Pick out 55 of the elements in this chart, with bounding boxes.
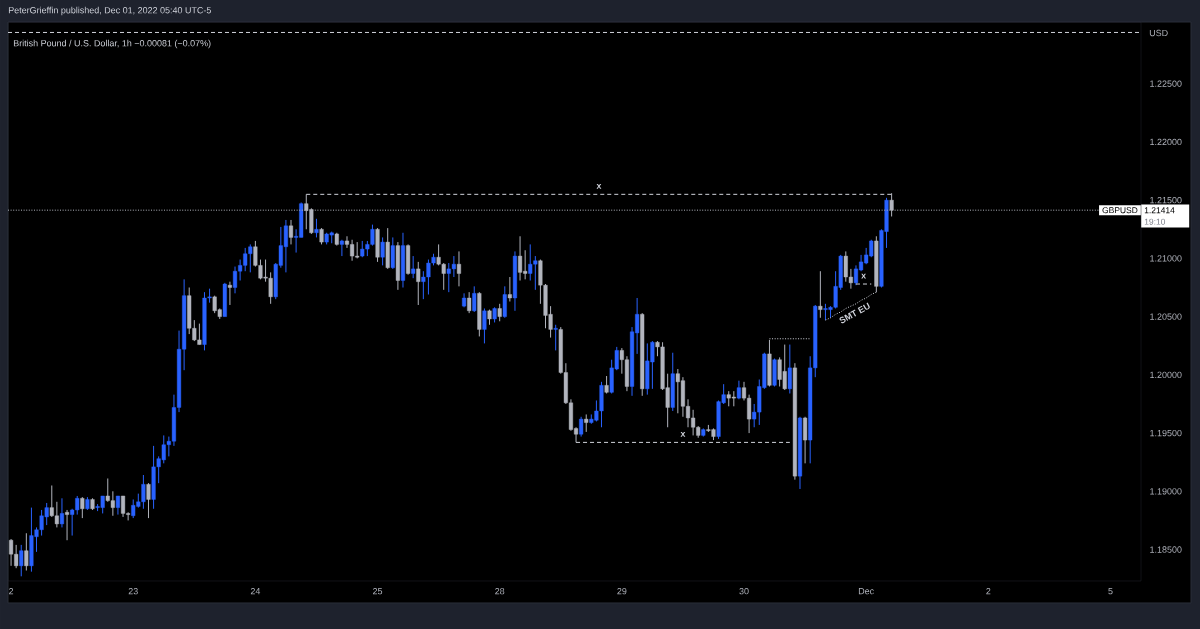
candlestick [380,236,385,266]
y-tick-label: 1.22000 [1150,138,1182,146]
series-label: x [861,273,867,279]
y-tick-label: 1.20500 [1150,313,1182,320]
text: British Pound / U.S. Dollar, 1h −0.00081 (−0.07%) [13,39,211,49]
text: 1.21414 [1144,207,1175,214]
y-tick-label: 1.20000 [1150,371,1182,379]
x-tick-label: 30 [739,588,749,595]
y-axis-title: USD [1149,29,1168,37]
candlestick [146,482,151,519]
x-tick-label: Dec [858,588,874,595]
candlestick [818,270,823,319]
x-tick-label: 2 [9,588,14,595]
series-label: x [596,183,602,189]
candlestick [411,255,416,279]
candlestick [339,239,344,257]
candlestick [115,495,120,516]
candlestick [24,532,29,571]
chart-title: PeterGrieffin published, Dec 01, 2022 05:40 UTC-5 [8,6,211,16]
candlestick [579,416,584,438]
candlestick [787,344,792,394]
x-tick-label: 23 [128,588,138,595]
candlestick [59,497,64,528]
candlestick [482,307,487,344]
y-tick-label: 1.19500 [1150,429,1182,437]
series-label: x [680,432,686,437]
candlestick [80,496,85,519]
candlestick [456,250,462,287]
ref-line-label: GBPUSD [1102,207,1138,214]
y-tick-label: 1.19000 [1150,488,1182,495]
y-tick-label: 1.18500 [1150,546,1182,553]
candlestick [416,261,421,306]
candlestick [472,285,477,313]
candlestick [227,281,232,306]
y-tick-label: 1.21500 [1150,196,1182,204]
x-tick-label: 29 [617,588,627,595]
candlestick [65,509,70,541]
x-tick-label: 2 [986,588,991,595]
candlestick [803,416,808,464]
text: SMT EU [839,302,870,324]
candlestick [390,236,395,270]
x-tick-label: 24 [250,588,261,595]
candlestick [19,544,24,577]
y-tick-label: 1.22500 [1150,80,1182,87]
y-tick-label: 1.21000 [1150,255,1182,262]
x-tick-label: 25 [373,588,383,595]
candlestick [288,219,294,245]
candlestick [467,291,472,314]
candlestick [553,324,558,351]
candlestick [507,276,512,302]
candlestick [314,218,319,238]
candlestick [502,285,507,319]
x-tick-label: 5 [1108,588,1113,595]
text: 19:10 [1144,218,1166,225]
x-tick-label: 28 [495,588,505,595]
